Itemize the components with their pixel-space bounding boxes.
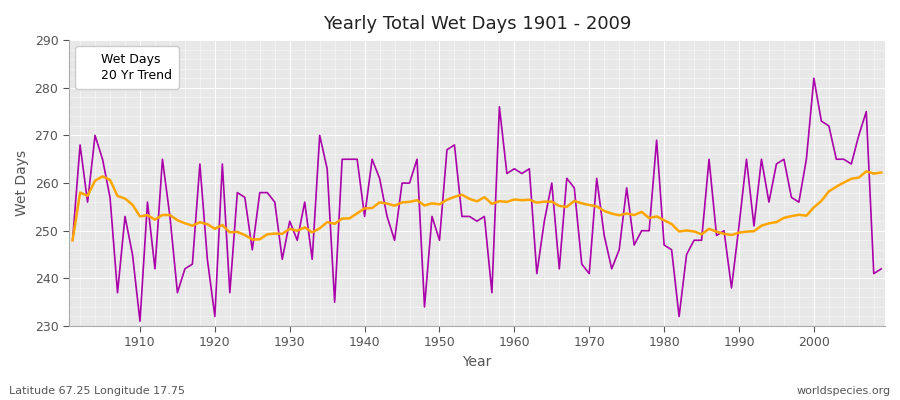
Line: 20 Yr Trend: 20 Yr Trend [73, 171, 881, 240]
20 Yr Trend [861, 169, 872, 174]
Text: worldspecies.org: worldspecies.org [796, 386, 891, 396]
Wet Days [344, 157, 355, 162]
Wet Days [509, 166, 520, 171]
20 Yr Trend [876, 170, 886, 175]
Title: Yearly Total Wet Days 1901 - 2009: Yearly Total Wet Days 1901 - 2009 [323, 15, 631, 33]
Text: Latitude 67.25 Longitude 17.75: Latitude 67.25 Longitude 17.75 [9, 386, 185, 396]
Wet Days [607, 266, 617, 271]
20 Yr Trend [292, 228, 302, 233]
Legend: Wet Days, 20 Yr Trend: Wet Days, 20 Yr Trend [75, 46, 178, 89]
Wet Days [876, 266, 886, 271]
Line: Wet Days: Wet Days [73, 78, 881, 321]
Wet Days [68, 238, 78, 243]
20 Yr Trend [127, 202, 138, 207]
20 Yr Trend [68, 238, 78, 243]
Y-axis label: Wet Days: Wet Days [15, 150, 29, 216]
20 Yr Trend [501, 200, 512, 204]
20 Yr Trend [337, 216, 347, 221]
Wet Days [517, 171, 527, 176]
20 Yr Trend [509, 197, 520, 202]
Wet Days [808, 76, 819, 81]
20 Yr Trend [598, 208, 609, 213]
Wet Days [135, 319, 146, 324]
X-axis label: Year: Year [463, 355, 491, 369]
Wet Days [127, 252, 138, 257]
Wet Days [300, 200, 310, 204]
